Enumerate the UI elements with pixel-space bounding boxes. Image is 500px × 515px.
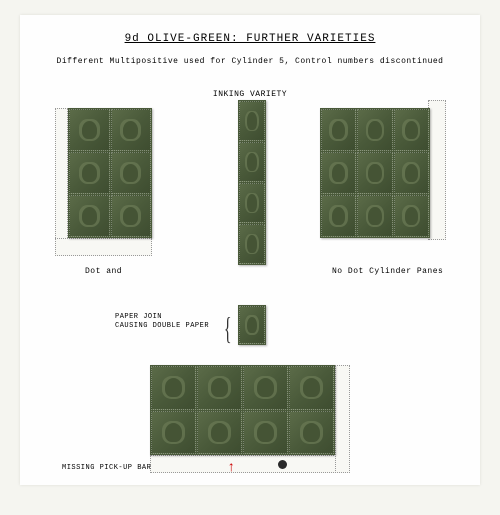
bottom-selvage-margin [150, 455, 350, 473]
stamp [289, 366, 334, 410]
stamp [239, 142, 265, 182]
stamp [239, 183, 265, 223]
dot-cylinder-block [68, 108, 152, 238]
stamp [321, 195, 356, 237]
stamp [239, 224, 265, 264]
stamp [239, 101, 265, 141]
no-dot-label: No Dot Cylinder Panes [332, 267, 443, 276]
page-title: 9d OLIVE-GREEN: FURTHER VARIETIES [20, 15, 480, 45]
stamp [151, 366, 196, 410]
stamp [69, 195, 110, 237]
stamp [69, 109, 110, 151]
stamp [197, 411, 242, 455]
bracket-icon: { [224, 310, 232, 347]
stamp [321, 109, 356, 151]
stamp [394, 152, 429, 194]
stamp [357, 109, 392, 151]
right-selvage-margin [428, 100, 446, 240]
stamp [243, 366, 288, 410]
dot-and-label: Dot and [85, 267, 122, 276]
album-page: 9d OLIVE-GREEN: FURTHER VARIETIES Differ… [20, 15, 480, 485]
paper-join-label: PAPER JOIN CAUSING DOUBLE PAPER [115, 313, 209, 331]
no-dot-cylinder-block [320, 108, 430, 238]
stamp [239, 306, 265, 344]
arrow-up-icon: ↑ [227, 460, 235, 476]
paper-join-stamp [238, 305, 266, 345]
stamp [243, 411, 288, 455]
paper-join-line1: PAPER JOIN [115, 313, 162, 321]
left-selvage-margin [55, 108, 68, 256]
stamp [394, 195, 429, 237]
missing-pickup-label: MISSING PICK-UP BAR [62, 464, 151, 472]
inking-variety-strip [238, 100, 266, 265]
stamp [394, 109, 429, 151]
stamp [111, 195, 152, 237]
inking-variety-label: INKING VARIETY [213, 90, 287, 99]
stamp [111, 109, 152, 151]
stamp [69, 152, 110, 194]
stamp [357, 195, 392, 237]
page-subtitle: Different Multipositive used for Cylinde… [20, 57, 480, 66]
left-bottom-selvage [55, 238, 152, 256]
missing-pickup-block [150, 365, 335, 455]
stamp [197, 366, 242, 410]
stamp [357, 152, 392, 194]
stamp [111, 152, 152, 194]
stamp [151, 411, 196, 455]
paper-join-line2: CAUSING DOUBLE PAPER [115, 322, 209, 330]
cylinder-dot-icon [278, 460, 287, 469]
bottom-right-selvage [335, 365, 350, 473]
stamp [289, 411, 334, 455]
stamp [321, 152, 356, 194]
